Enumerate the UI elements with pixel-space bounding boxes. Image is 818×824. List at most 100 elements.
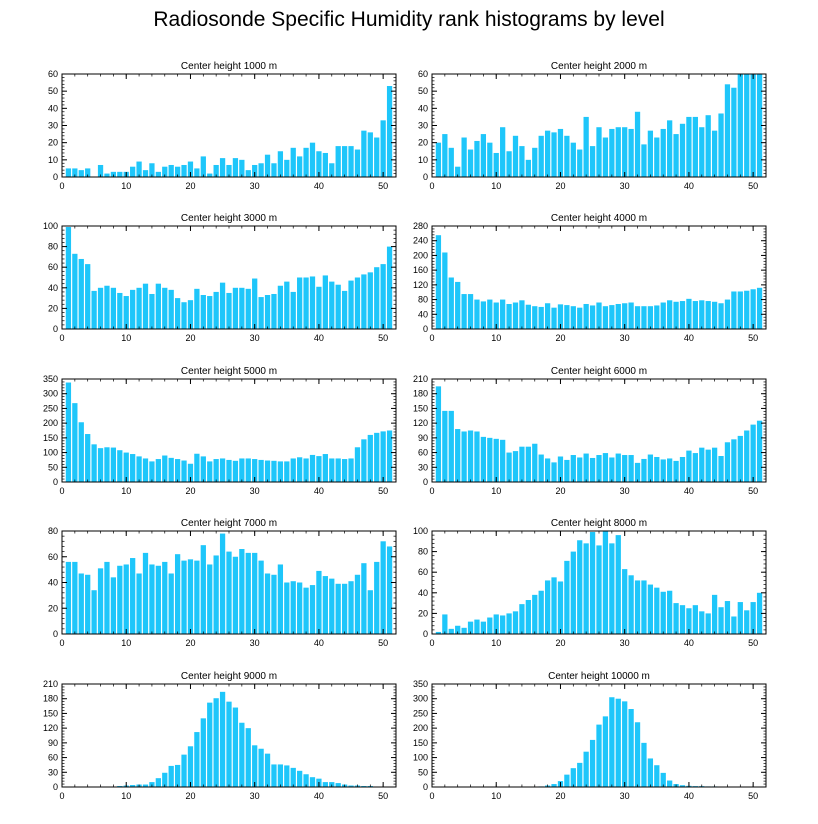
- histogram-bar: [341, 583, 348, 634]
- histogram-bar: [284, 159, 290, 177]
- histogram-bar: [525, 600, 531, 634]
- histogram-bar: [551, 784, 557, 787]
- histogram-bar: [737, 435, 743, 482]
- histogram-bar: [239, 458, 245, 482]
- histogram-bar: [258, 459, 264, 482]
- histogram-bar: [252, 745, 258, 787]
- panel-title: Center height 10000 m: [548, 671, 650, 682]
- y-tick-label: 20: [48, 303, 58, 313]
- histogram-bar: [174, 298, 181, 329]
- histogram-bar: [493, 438, 499, 482]
- x-tick-label: 40: [314, 638, 324, 648]
- y-tick-label: 100: [413, 753, 428, 763]
- y-tick-label: 180: [43, 694, 58, 704]
- x-tick-label: 40: [684, 638, 694, 648]
- histogram-bar: [512, 302, 519, 329]
- histogram-bar: [609, 457, 615, 482]
- x-tick-label: 20: [185, 181, 195, 191]
- histogram-bar: [480, 134, 487, 177]
- x-tick-label: 0: [59, 333, 64, 343]
- histogram-bar: [615, 127, 621, 177]
- histogram-bar: [322, 782, 328, 787]
- histogram-bar: [705, 115, 711, 177]
- histogram-bar: [744, 610, 750, 634]
- histogram-bar: [435, 142, 442, 177]
- histogram-bar: [628, 575, 634, 634]
- histogram-bar: [628, 128, 634, 177]
- histogram-bar: [654, 765, 660, 787]
- histogram-bar: [123, 296, 129, 329]
- histogram-bar: [705, 449, 711, 482]
- histogram-bar: [435, 235, 442, 329]
- histogram-bar: [194, 288, 200, 329]
- histogram-bar: [628, 709, 634, 787]
- histogram-bar: [65, 561, 72, 634]
- histogram-bar: [168, 289, 174, 329]
- histogram-bar: [673, 134, 679, 177]
- x-tick-label: 0: [429, 181, 434, 191]
- histogram-bar: [97, 287, 104, 329]
- histogram-bar: [532, 443, 538, 482]
- histogram-bar: [570, 142, 576, 177]
- histogram-bar: [718, 607, 724, 634]
- histogram-bar: [564, 774, 570, 787]
- x-tick-label: 50: [748, 791, 758, 801]
- histogram-bar: [686, 450, 692, 482]
- histogram-bar: [615, 698, 621, 787]
- histogram-bar: [493, 152, 499, 177]
- histogram-bar: [699, 447, 705, 482]
- histogram-panel: Center height 6000 m 0 30 60 90 120 150 180 210 0…: [413, 366, 767, 496]
- y-tick-label: 0: [423, 782, 428, 792]
- histogram-panel: Center height 3000 m 0 20 40 60 80 100 0 10 20 30 4…: [43, 213, 397, 343]
- histogram-bar: [647, 454, 654, 482]
- histogram-bar: [724, 442, 731, 482]
- histogram-bar: [136, 573, 142, 634]
- histogram-bar: [641, 458, 647, 482]
- histogram-bar: [239, 722, 245, 787]
- histogram-bar: [72, 561, 78, 634]
- histogram-bar: [386, 546, 393, 634]
- x-tick-label: 30: [620, 181, 630, 191]
- histogram-bar: [628, 302, 634, 329]
- histogram-bar: [756, 420, 763, 482]
- y-tick-label: 60: [418, 448, 428, 458]
- histogram-bar: [634, 462, 641, 482]
- histogram-bar: [335, 284, 341, 329]
- histogram-bar: [181, 460, 187, 482]
- x-tick-label: 10: [121, 333, 131, 343]
- y-tick-label: 120: [413, 418, 428, 428]
- histogram-bar: [149, 163, 155, 177]
- y-tick-label: 0: [53, 782, 58, 792]
- histogram-bar: [136, 287, 142, 329]
- histogram-bar: [442, 614, 448, 634]
- histogram-bar: [551, 307, 557, 329]
- histogram-bar: [577, 307, 583, 329]
- histogram-bar: [316, 151, 322, 177]
- histogram-bar: [213, 698, 219, 787]
- y-tick-label: 10: [48, 155, 58, 165]
- histogram-bar: [500, 299, 506, 329]
- histogram-bar: [110, 447, 117, 482]
- histogram-bar: [213, 555, 219, 634]
- y-tick-label: 10: [418, 155, 428, 165]
- histogram-bar: [72, 168, 78, 177]
- histogram-bar: [660, 459, 666, 482]
- histogram-bar: [386, 86, 393, 177]
- x-tick-label: 10: [121, 638, 131, 648]
- histogram-bar: [544, 303, 551, 329]
- x-tick-label: 50: [378, 333, 388, 343]
- y-tick-label: 40: [48, 283, 58, 293]
- histogram-bar: [168, 457, 174, 482]
- histogram-bar: [142, 784, 149, 787]
- y-tick-label: 100: [43, 448, 58, 458]
- histogram-bar: [609, 305, 615, 329]
- histogram-bar: [711, 301, 718, 329]
- histogram-bar: [181, 560, 187, 634]
- histogram-bar: [380, 541, 386, 634]
- histogram-bar: [110, 287, 117, 329]
- histogram-bar: [239, 549, 245, 634]
- histogram-bar: [602, 306, 609, 329]
- histogram-bar: [162, 561, 168, 634]
- histogram-bar: [130, 558, 136, 634]
- histogram-bar: [374, 267, 380, 329]
